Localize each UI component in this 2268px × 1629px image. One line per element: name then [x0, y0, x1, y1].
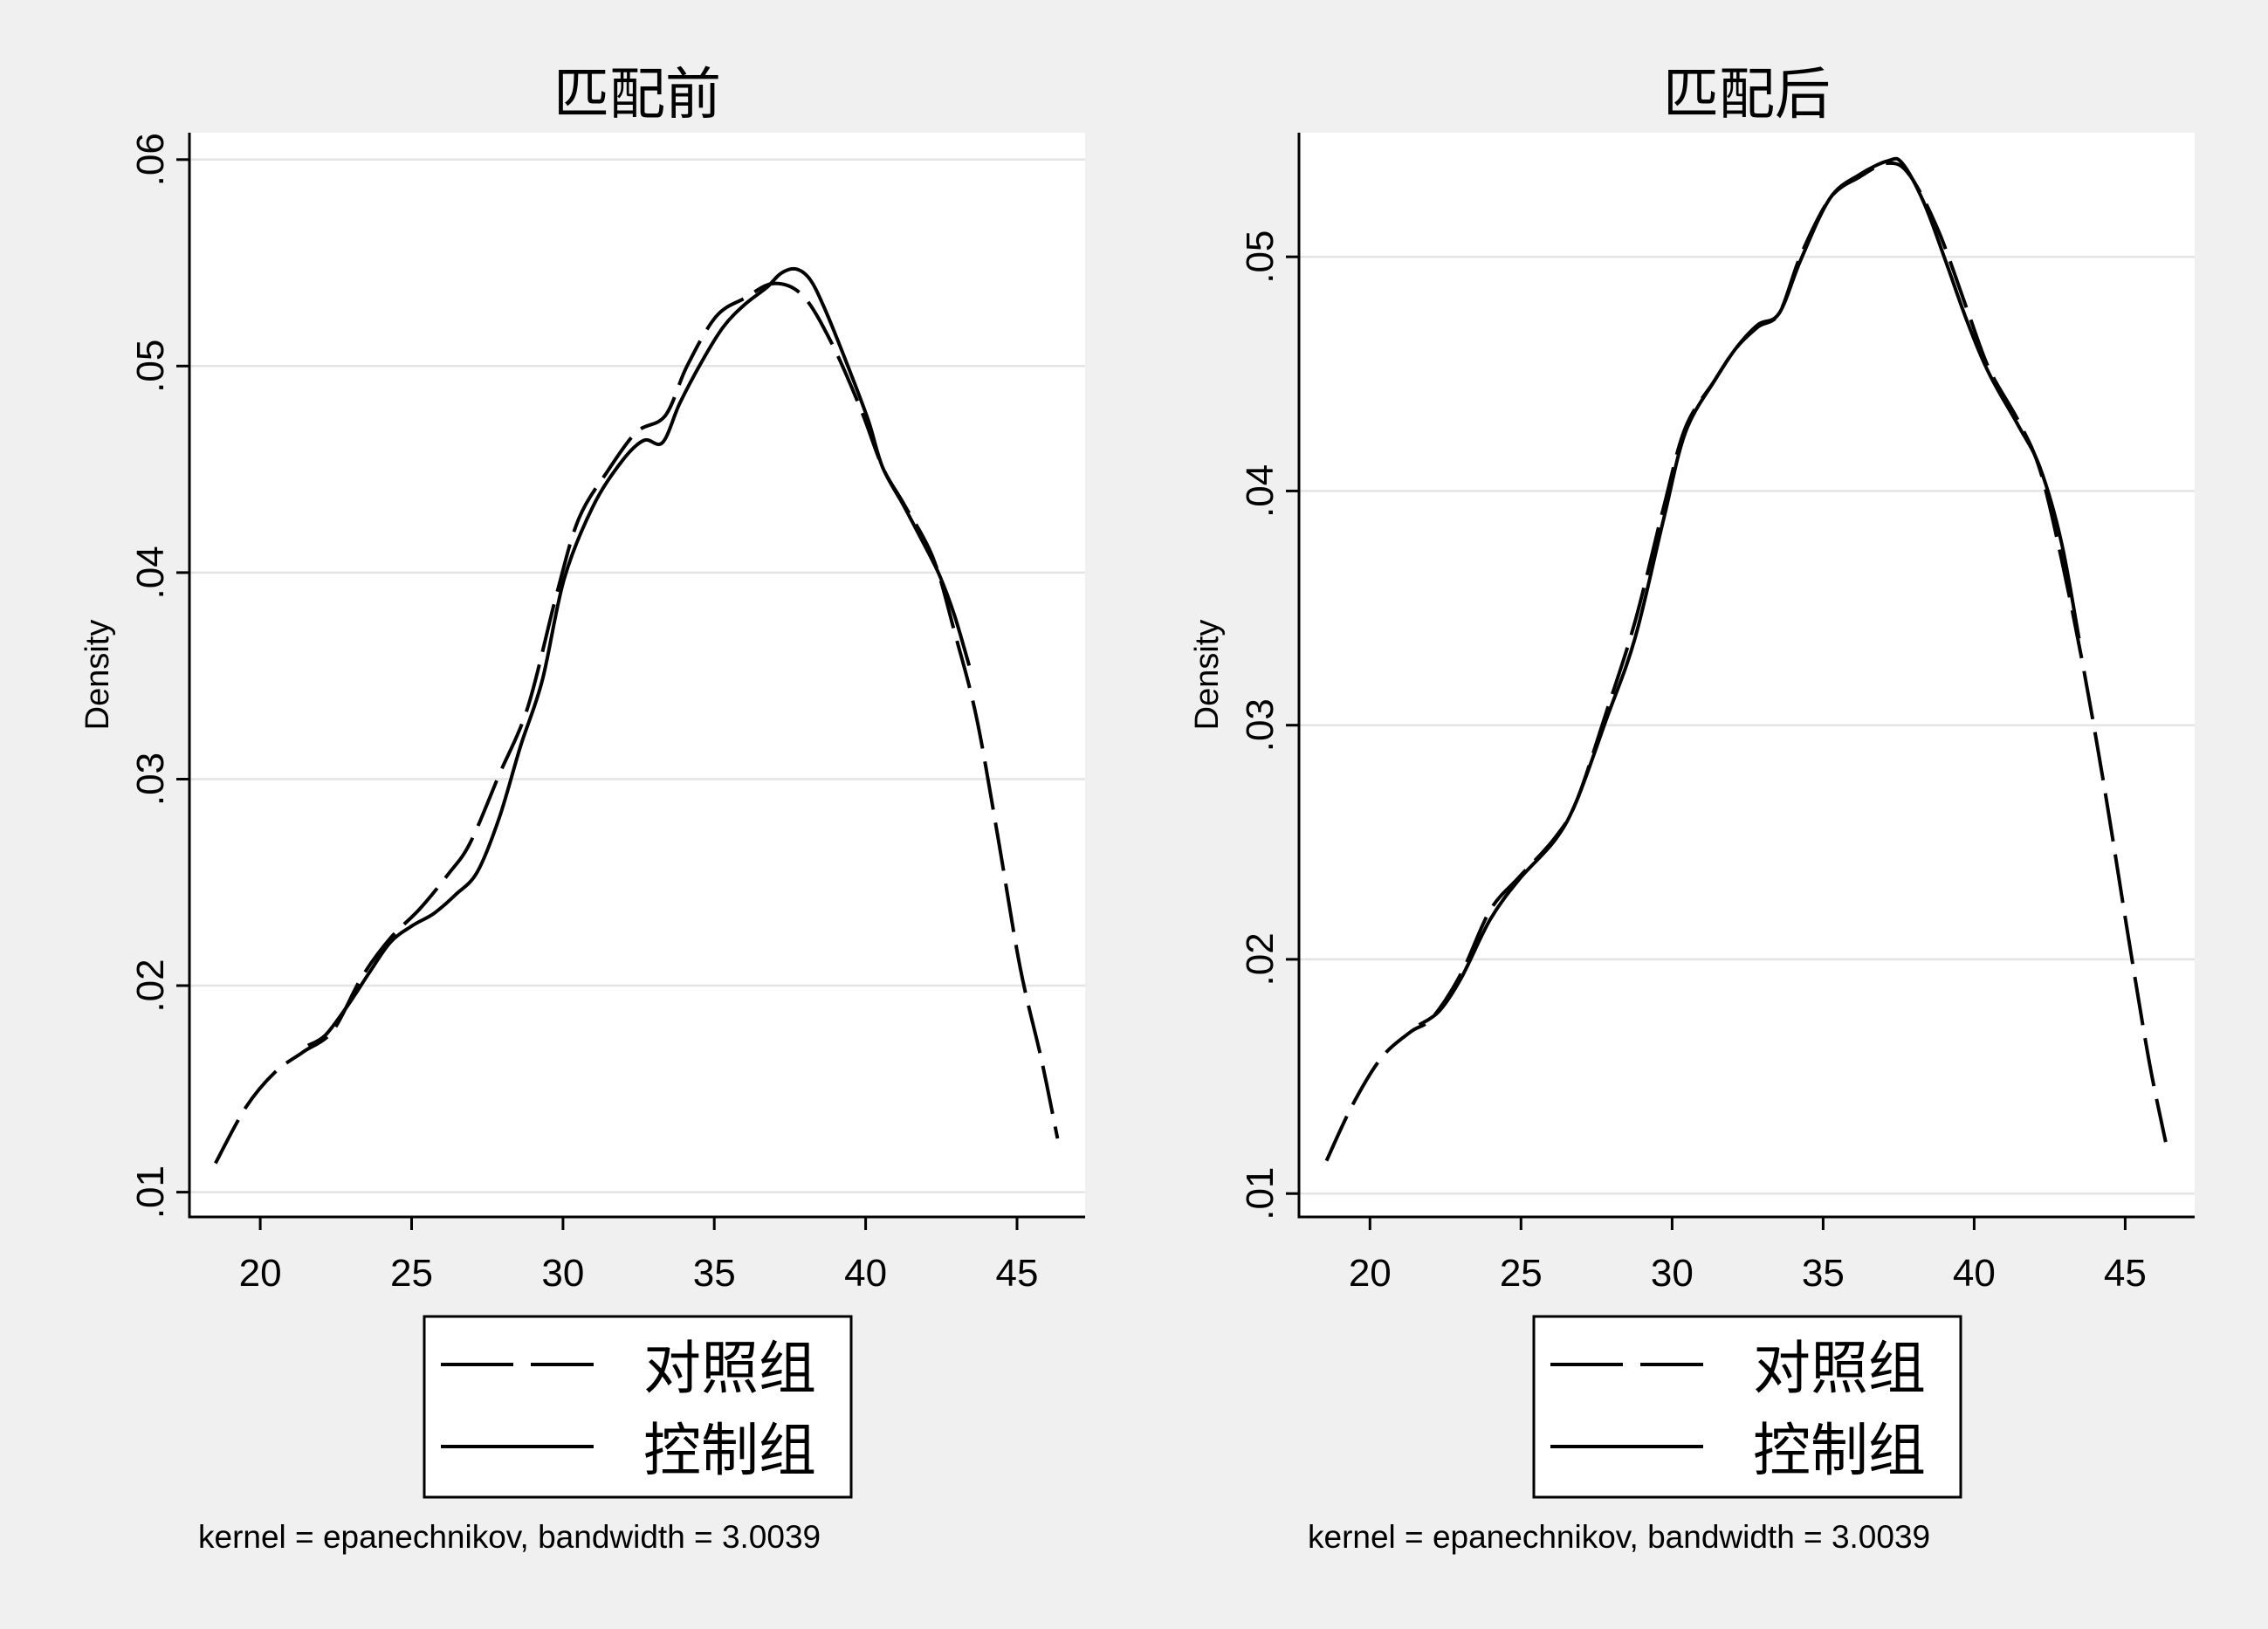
y-tick-label: .01 [1239, 1167, 1282, 1220]
y-tick-label: .01 [129, 1165, 172, 1219]
x-tick-label: 45 [2104, 1252, 2147, 1295]
axes: .01 .02 .03 .04 .05 20 25 30 35 40 45 [1239, 133, 2195, 1295]
x-tick-label: 35 [693, 1252, 736, 1295]
x-tick-label: 30 [541, 1252, 584, 1295]
legend-box [423, 1315, 853, 1499]
x-tick-label: 30 [1651, 1252, 1694, 1295]
x-tick-label: 20 [1349, 1252, 1392, 1295]
gridlines [1299, 255, 2195, 1195]
legend-box [1532, 1315, 1962, 1499]
y-tick-label: .02 [129, 959, 172, 1012]
chart-note: kernel = epanechnikov, bandwidth = 3.003… [198, 1519, 821, 1555]
density-curves [214, 266, 1060, 1165]
x-tick-label: 35 [1802, 1252, 1845, 1295]
legend-label-dashed: 对照组 [1753, 1335, 1926, 1402]
y-tick-label: .04 [129, 546, 172, 599]
chart-title: 匹配后 [1663, 63, 1831, 127]
panel-before-matching: .01 .02 .03 .04 .05 .06 20 25 30 35 40 45 匹配前 Densi… [79, 63, 1085, 1555]
legend-label-solid: 控制组 [1753, 1417, 1926, 1484]
y-axis-title: Density [79, 620, 116, 731]
gridlines [189, 158, 1085, 1193]
legend: 对照组 控制组 [423, 1315, 853, 1499]
y-tick-label: .03 [129, 753, 172, 806]
y-tick-label: .03 [1239, 698, 1282, 752]
x-tick-label: 25 [390, 1252, 433, 1295]
plot-area [189, 133, 1085, 1217]
density-curves [1324, 156, 2168, 1162]
density-curve-solid [306, 266, 972, 1048]
y-axis-title: Density [1189, 620, 1226, 731]
legend-label-solid: 控制组 [643, 1417, 816, 1484]
chart-note: kernel = epanechnikov, bandwidth = 3.003… [1308, 1519, 1930, 1555]
x-tick-label: 40 [1953, 1252, 1996, 1295]
density-curve-solid [1418, 156, 2081, 1027]
x-tick-label: 45 [996, 1252, 1039, 1295]
legend-label-dashed: 对照组 [643, 1335, 816, 1402]
density-curve-dashed [214, 281, 1060, 1165]
axes: .01 .02 .03 .04 .05 .06 20 25 30 35 40 45 [129, 133, 1085, 1295]
y-tick-label: .05 [1239, 230, 1282, 284]
x-tick-label: 40 [844, 1252, 887, 1295]
y-tick-label: .02 [1239, 932, 1282, 986]
x-tick-label: 20 [239, 1252, 282, 1295]
y-tick-label: .06 [129, 133, 172, 186]
chart-title: 匹配前 [553, 63, 721, 127]
legend: 对照组 控制组 [1532, 1315, 1962, 1499]
plot-area [1299, 133, 2195, 1217]
x-tick-label: 25 [1500, 1252, 1543, 1295]
y-tick-label: .05 [129, 340, 172, 393]
y-tick-label: .04 [1239, 464, 1282, 518]
